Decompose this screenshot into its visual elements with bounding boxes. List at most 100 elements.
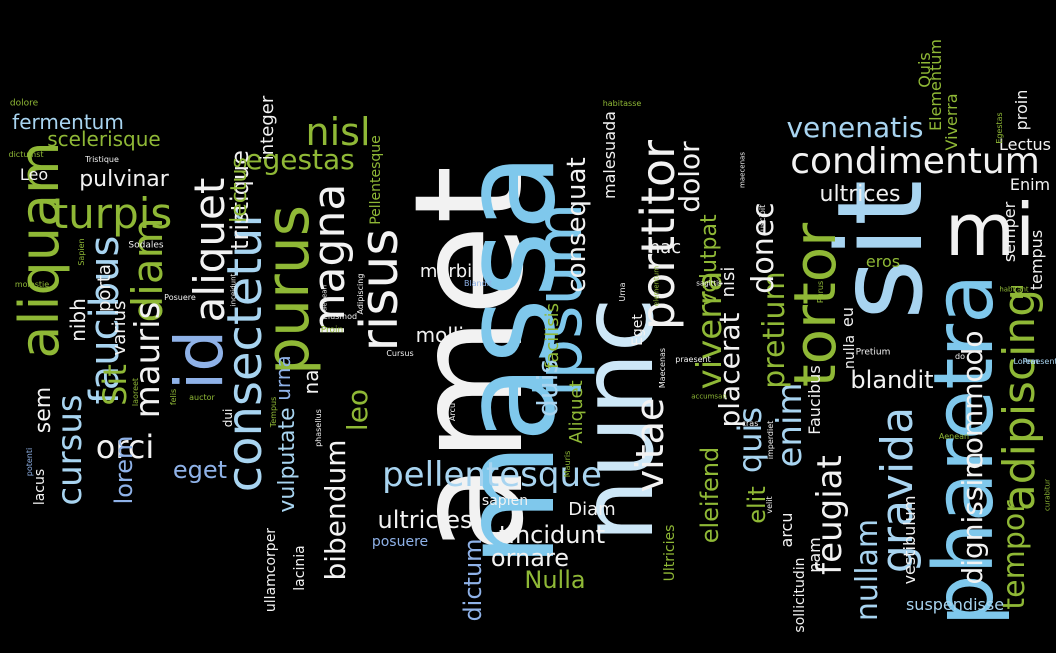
word-leo: Leo [19, 165, 49, 184]
word-na: na [299, 369, 323, 395]
word-pellentesque: pellentesque [382, 455, 602, 495]
word-lorem: Lorem [1013, 357, 1039, 366]
word-lectus: Lectus [998, 135, 1052, 154]
word-cursus: cursus [50, 394, 90, 506]
word-nibh: nibh [66, 298, 90, 342]
word-scelerisque: scelerisque [47, 127, 161, 151]
word-eget: eget [172, 456, 228, 484]
word-pulvinar: pulvinar [79, 167, 169, 192]
word-elementum: elementum [652, 265, 661, 307]
word-lorem: lorem [110, 435, 138, 505]
word-accumsan: accumsan [691, 392, 727, 401]
word-proin: Proin [320, 325, 344, 336]
word-sollicitudin: sollicitudin [792, 557, 808, 633]
word-tempus: tempus [1027, 229, 1046, 291]
word-sagittis: sagittis [696, 279, 722, 288]
word-egestas: egestas [245, 143, 355, 176]
word-enim: Enim [1009, 175, 1051, 194]
word-placerat: placerat [713, 312, 746, 428]
word-ultrices: ultrices [819, 182, 901, 207]
word-viverra: Viverra [942, 93, 961, 151]
word-nam: nam [805, 537, 824, 573]
word-arcu: Arcu [448, 402, 457, 422]
word-mi: mi [944, 188, 1036, 272]
word-nullam: nullam [850, 518, 885, 622]
word-cras: cras [741, 419, 759, 428]
word-bibendum: bibendum [319, 439, 352, 581]
word-varius: varius [109, 300, 130, 356]
word-laoreet: laoreet [131, 377, 140, 407]
word-lacinia: lacinia [292, 545, 308, 591]
word-nisi: nisi [718, 266, 739, 298]
word-fermentum: fermentum [12, 110, 124, 134]
word-suscipit: suscipit [758, 204, 767, 236]
word-consequat: consequat [562, 157, 592, 293]
word-vestibulum: vestibulum [900, 495, 919, 585]
word-ultricies: ultricies [377, 506, 473, 534]
word-suspendisse: suspendisse [905, 595, 1005, 614]
word-eget: Eget [630, 314, 646, 346]
word-aliquet: Aliquet [566, 380, 587, 444]
word-arcu: arcu [777, 512, 796, 548]
word-semper: semper [1000, 201, 1019, 263]
word-diam: Diam [568, 499, 616, 520]
word-sapien: Sapien [77, 238, 86, 266]
word-eleifend: eleifend [696, 446, 724, 544]
word-eu: eu [838, 307, 857, 327]
word-dignissim: dignissim [956, 451, 989, 585]
word-vulputate: vulputate [275, 407, 300, 513]
word-lectus: lectus [227, 157, 252, 223]
word-facilisis: facilisis [542, 302, 563, 370]
word-praesent: Praesent [1022, 357, 1056, 366]
word-habitant: habitant [999, 285, 1029, 294]
word-malesuada: malesuada [600, 111, 619, 199]
word-maecenas: maecenas [738, 152, 747, 188]
word-proin: proin [1012, 89, 1031, 131]
word-condimentum: condimentum [790, 141, 1040, 182]
word-posuere: Posuere [164, 293, 196, 302]
word-orci: orci [95, 428, 155, 466]
word-phasellus: phasellus [314, 409, 323, 447]
word-sem: sem [31, 386, 56, 434]
word-sit: Sit [96, 364, 134, 406]
word-inceidunt: inceidunt [229, 273, 238, 307]
word-cursus: Cursus [386, 349, 414, 358]
word-dictum: dictum [459, 538, 487, 622]
word-lacus: lacus [32, 468, 48, 506]
word-sodales: Sodales [128, 240, 164, 251]
word-blandit: Blandit [463, 279, 493, 288]
word-adipiscing: adipiscing [994, 288, 1045, 512]
word-tempus: Tempus [269, 396, 278, 428]
word-blandit: blandit [850, 366, 934, 394]
word-adipiscing: Adipiscing [356, 273, 365, 315]
word-felis: felis [169, 388, 178, 406]
word-curabitur: curabitur [1043, 479, 1052, 511]
word-sapien: sapien [481, 493, 529, 509]
word-dui: dui [221, 408, 235, 428]
word-pellentesque: Pellentesque [368, 135, 384, 225]
word-turpis: turpis [51, 189, 173, 238]
word-urna: Urna [618, 282, 627, 302]
word-dolor: dolor [673, 141, 706, 213]
word-tristique: Tristique [85, 155, 119, 164]
word-egestas: Egestas [995, 112, 1004, 144]
word-imperdiet: imperdiet [766, 420, 775, 460]
word-ullamcorper: ullamcorper [263, 527, 279, 613]
word-venenatis: venenatis [786, 111, 924, 144]
word-integer: integer [257, 95, 278, 161]
word-maecenas: Maecenas [658, 347, 667, 389]
word-do: do [955, 352, 965, 361]
word-faucibus: Faucibus [805, 365, 824, 435]
word-molestie: molestie [14, 280, 50, 289]
word-dolore: dolore [9, 98, 39, 109]
word-habitasse: habitasse [602, 99, 642, 108]
word-dictumst: dictumst [8, 150, 44, 159]
word-aenean: aenean [320, 284, 329, 312]
word-praesent: praesent [675, 355, 711, 364]
word-eros: eros [865, 252, 901, 271]
word-ultricies: Ultricies [662, 524, 678, 582]
word-velit: velit [765, 496, 774, 514]
word-pretium: Pretium [855, 347, 891, 358]
word-tincidunt: tincidunt [498, 521, 606, 549]
